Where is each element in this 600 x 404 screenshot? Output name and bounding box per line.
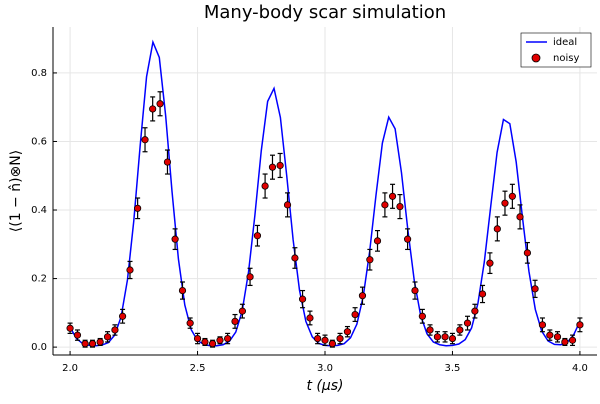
data-point: [381, 201, 389, 209]
data-point: [396, 202, 404, 211]
y-tick-label: 0.8: [31, 68, 47, 79]
data-point: [291, 254, 299, 262]
chart-title: Many-body scar simulation: [204, 2, 446, 23]
data-point: [351, 310, 359, 319]
data-point: [283, 201, 292, 209]
data-point: [103, 333, 112, 341]
data-point: [134, 204, 142, 212]
data-point: [358, 292, 367, 300]
data-point: [171, 235, 179, 243]
data-point: [186, 319, 194, 327]
y-tick-label: 0.2: [31, 274, 47, 285]
x-tick-label: 2.0: [62, 363, 78, 374]
legend-label: ideal: [553, 37, 577, 48]
data-point: [231, 317, 239, 326]
data-point: [163, 158, 172, 166]
data-point: [156, 100, 164, 108]
data-point: [96, 338, 104, 346]
data-point: [276, 161, 284, 170]
data-point: [149, 105, 157, 113]
y-tick-label: 0.4: [31, 205, 47, 216]
data-point: [224, 334, 232, 343]
data-point: [531, 285, 539, 293]
data-point: [343, 328, 352, 336]
data-point: [246, 273, 254, 281]
data-point: [553, 333, 562, 341]
data-point: [141, 136, 149, 144]
data-point: [268, 163, 277, 171]
data-point: [178, 286, 187, 295]
data-point: [471, 307, 479, 315]
data-point: [546, 331, 554, 339]
y-tick-label: 0.0: [31, 342, 47, 353]
data-point: [478, 290, 487, 298]
data-point: [501, 199, 509, 207]
legend-box: [520, 32, 592, 68]
data-point: [516, 213, 524, 221]
data-point: [336, 334, 344, 343]
data-point: [576, 321, 584, 329]
data-point: [493, 225, 501, 233]
x-tick-label: 2.5: [190, 363, 206, 374]
data-point: [448, 334, 457, 343]
data-point: [433, 333, 442, 341]
x-tick-label: 3.5: [445, 363, 461, 374]
data-point: [403, 235, 412, 243]
data-point: [418, 312, 426, 320]
data-point: [441, 333, 449, 341]
data-point: [463, 319, 472, 327]
x-tick-label: 4.0: [572, 363, 588, 374]
data-point: [538, 321, 547, 329]
legend-label: noisy: [553, 53, 579, 64]
x-tick-label: 3.0: [317, 363, 333, 374]
data-point: [238, 307, 247, 315]
data-point: [321, 336, 329, 344]
data-point: [88, 340, 97, 348]
data-point: [523, 249, 532, 257]
legend-marker: [531, 53, 541, 63]
data-point: [486, 259, 494, 267]
data-point: [66, 324, 74, 332]
data-point: [456, 326, 464, 334]
x-axis-label: t (μs): [306, 378, 343, 394]
data-point: [373, 237, 382, 245]
data-point: [388, 192, 397, 200]
data-point: [568, 336, 577, 344]
data-point: [508, 192, 516, 200]
data-point: [306, 314, 314, 322]
data-point: [216, 336, 224, 344]
y-axis-label: ⟨(1 − n̂)⊗N⟩: [8, 150, 24, 232]
data-point: [328, 340, 336, 348]
data-point: [253, 232, 262, 240]
data-point: [81, 340, 89, 348]
data-point: [426, 326, 434, 334]
data-point: [208, 340, 217, 348]
data-point: [193, 334, 202, 343]
data-point: [261, 182, 269, 190]
data-point: [411, 286, 419, 295]
y-tick-label: 0.6: [31, 136, 47, 147]
data-point: [118, 312, 127, 320]
data-point: [73, 331, 82, 339]
data-point: [111, 326, 119, 334]
data-point: [201, 338, 209, 346]
data-point: [298, 295, 307, 303]
data-point: [366, 256, 374, 264]
data-point: [126, 266, 134, 274]
data-point: [314, 334, 322, 343]
data-point: [561, 338, 569, 346]
